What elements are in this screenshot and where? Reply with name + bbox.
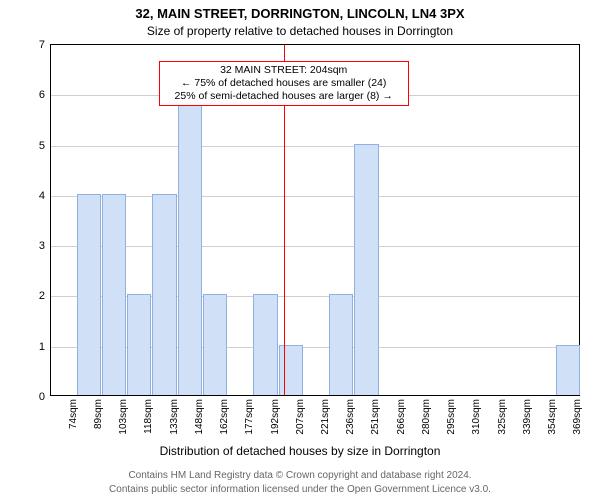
annotation-line: 25% of semi-detached houses are larger (… xyxy=(166,90,402,103)
y-tick-label: 2 xyxy=(39,290,45,302)
x-tick-label: 369sqm xyxy=(572,399,583,435)
x-tick-label: 192sqm xyxy=(270,399,281,435)
chart-root: 32, MAIN STREET, DORRINGTON, LINCOLN, LN… xyxy=(0,0,600,500)
x-tick-label: 339sqm xyxy=(522,399,533,435)
x-tick-label: 251sqm xyxy=(370,399,381,435)
x-tick-label: 118sqm xyxy=(143,399,154,434)
chart-subtitle: Size of property relative to detached ho… xyxy=(0,24,600,38)
bar xyxy=(152,194,176,395)
chart-title: 32, MAIN STREET, DORRINGTON, LINCOLN, LN… xyxy=(0,6,600,21)
gridline xyxy=(51,146,579,147)
y-tick-label: 3 xyxy=(39,240,45,252)
x-tick-label: 221sqm xyxy=(320,399,331,435)
x-tick-label: 133sqm xyxy=(169,399,180,435)
x-tick-label: 280sqm xyxy=(421,399,432,435)
x-tick-label: 266sqm xyxy=(396,399,407,435)
gridline xyxy=(51,246,579,247)
y-tick-label: 0 xyxy=(39,391,45,403)
bar xyxy=(203,294,227,395)
x-tick-label: 310sqm xyxy=(471,399,482,435)
x-tick-label: 354sqm xyxy=(547,399,558,435)
x-tick-label: 325sqm xyxy=(497,399,508,435)
x-tick-label: 207sqm xyxy=(295,399,306,435)
annotation-line: 32 MAIN STREET: 204sqm xyxy=(166,64,402,77)
bar xyxy=(253,294,277,395)
x-tick-label: 162sqm xyxy=(219,399,230,435)
bar xyxy=(354,144,378,395)
bar xyxy=(102,194,126,395)
x-tick-label: 295sqm xyxy=(446,399,457,435)
y-tick-label: 7 xyxy=(39,39,45,51)
y-tick-label: 5 xyxy=(39,140,45,152)
bar xyxy=(329,294,353,395)
plot-area: 0123456774sqm89sqm103sqm118sqm133sqm148s… xyxy=(50,44,580,396)
x-tick-label: 148sqm xyxy=(194,399,205,435)
attribution-line-1: Contains HM Land Registry data © Crown c… xyxy=(0,470,600,481)
bar xyxy=(556,345,580,395)
attribution-line-2: Contains public sector information licen… xyxy=(0,484,600,495)
x-tick-label: 74sqm xyxy=(68,399,79,429)
y-tick-label: 1 xyxy=(39,341,45,353)
x-tick-label: 89sqm xyxy=(93,399,104,429)
bar xyxy=(279,345,303,395)
x-tick-label: 177sqm xyxy=(244,399,255,435)
annotation-line: ← 75% of detached houses are smaller (24… xyxy=(166,77,402,90)
y-tick-label: 4 xyxy=(39,190,45,202)
bar xyxy=(127,294,151,395)
annotation-box: 32 MAIN STREET: 204sqm← 75% of detached … xyxy=(159,61,409,106)
x-axis-label: Distribution of detached houses by size … xyxy=(0,444,600,458)
bar xyxy=(77,194,101,395)
x-tick-label: 236sqm xyxy=(345,399,356,435)
x-tick-label: 103sqm xyxy=(118,399,129,435)
y-tick-label: 6 xyxy=(39,89,45,101)
gridline xyxy=(51,196,579,197)
bar xyxy=(178,93,202,395)
